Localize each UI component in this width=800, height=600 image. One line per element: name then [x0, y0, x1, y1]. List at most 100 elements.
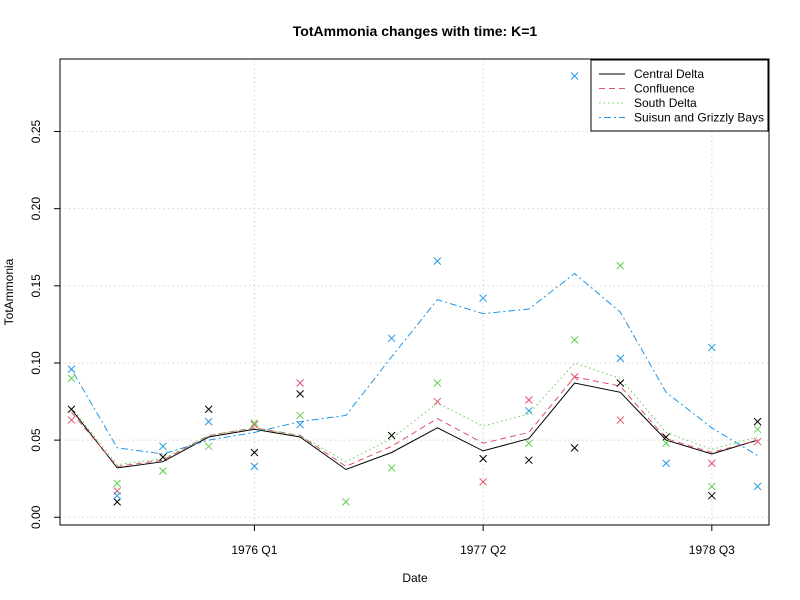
- data-point-stroke: [479, 477, 487, 486]
- data-point: [616, 354, 625, 363]
- data-point-stroke: [433, 257, 442, 265]
- series-line: [71, 382, 758, 471]
- y-tick-label: 0.25: [29, 120, 43, 144]
- data-point-stroke: [113, 498, 122, 506]
- data-point: [433, 257, 442, 265]
- data-point: [570, 373, 579, 381]
- data-point-stroke: [67, 405, 76, 414]
- y-tick-label: 0.15: [29, 274, 43, 298]
- series-line: [70, 272, 758, 457]
- data-point-stroke: [662, 439, 670, 448]
- data-point-stroke: [204, 405, 213, 414]
- data-point: [204, 405, 213, 414]
- data-point: [707, 459, 716, 468]
- data-point: [296, 411, 304, 420]
- legend-label: South Delta: [634, 96, 697, 110]
- data-point: [159, 467, 167, 475]
- data-point-stroke: [479, 294, 487, 303]
- data-point-stroke: [387, 334, 396, 343]
- data-point-stroke: [250, 448, 259, 457]
- data-point: [387, 464, 396, 472]
- legend-box: [590, 59, 769, 132]
- data-point-stroke: [159, 442, 167, 451]
- data-point-stroke: [707, 343, 716, 352]
- data-point-stroke: [616, 354, 625, 363]
- data-point: [525, 406, 533, 415]
- y-tick-label: 0.20: [29, 197, 43, 221]
- data-point-stroke: [159, 467, 167, 475]
- legend-label: Suisun and Grizzly Bays: [634, 111, 764, 125]
- y-axis: 0.00 0.05 0.10 0.15 0.20 0.25: [29, 120, 60, 529]
- y-tick-label: 0.00: [29, 505, 43, 529]
- x-tick-label: 1978 Q3: [689, 543, 735, 557]
- data-point-stroke: [570, 373, 579, 381]
- data-point: [707, 482, 716, 491]
- data-point-stroke: [296, 411, 304, 420]
- x-tick-label: 1976 Q1: [231, 543, 277, 557]
- data-point: [753, 482, 762, 491]
- data-point: [204, 417, 213, 426]
- data-point: [616, 379, 625, 387]
- series-points: [67, 72, 762, 506]
- data-point-stroke: [204, 417, 213, 426]
- data-point: [570, 72, 579, 80]
- data-point-stroke: [296, 379, 304, 387]
- data-point-stroke: [296, 420, 304, 429]
- data-point: [479, 454, 487, 463]
- data-point: [250, 448, 259, 457]
- data-point-stroke: [433, 397, 442, 406]
- data-point: [570, 335, 579, 344]
- data-point-stroke: [159, 453, 167, 461]
- y-axis-label: TotAmmonia: [2, 258, 16, 325]
- data-point: [525, 396, 533, 404]
- data-point: [570, 443, 579, 452]
- data-point-stroke: [616, 416, 625, 424]
- data-point: [159, 453, 167, 461]
- data-point: [616, 416, 625, 424]
- data-point: [67, 416, 76, 424]
- grid: [60, 59, 769, 525]
- data-point-stroke: [753, 482, 762, 491]
- data-point-stroke: [525, 406, 533, 415]
- data-point: [433, 379, 442, 387]
- series-lines: [70, 272, 758, 471]
- data-point: [479, 477, 487, 486]
- data-point-stroke: [662, 433, 670, 441]
- data-point-stroke: [662, 459, 670, 468]
- plot-frame: [59, 58, 770, 526]
- data-point-stroke: [250, 462, 259, 471]
- data-point: [296, 379, 304, 387]
- data-point: [753, 425, 762, 434]
- data-point-stroke: [479, 454, 487, 463]
- data-point-stroke: [570, 443, 579, 452]
- data-point: [479, 294, 487, 303]
- y-tick-label: 0.10: [29, 351, 43, 375]
- legend-label: Confluence: [634, 82, 695, 96]
- data-point-stroke: [570, 335, 579, 344]
- data-point: [296, 389, 304, 398]
- data-point-stroke: [525, 439, 533, 448]
- chart-title: TotAmmonia changes with time: K=1: [293, 23, 538, 39]
- data-point-stroke: [296, 389, 304, 398]
- y-tick-label: 0.05: [29, 428, 43, 452]
- x-axis-label: Date: [402, 571, 428, 585]
- data-point-stroke: [616, 261, 625, 270]
- data-point: [616, 261, 625, 270]
- data-point: [67, 374, 76, 383]
- data-point: [250, 420, 259, 429]
- data-point-stroke: [707, 459, 716, 468]
- data-point: [250, 462, 259, 471]
- series-line: [71, 376, 758, 467]
- data-point-stroke: [387, 431, 396, 440]
- data-point: [662, 459, 670, 468]
- x-tick-label: 1977 Q2: [460, 543, 506, 557]
- data-point: [342, 498, 350, 506]
- data-point-stroke: [707, 482, 716, 491]
- data-point-stroke: [113, 491, 122, 500]
- data-point-stroke: [433, 379, 442, 387]
- data-point: [525, 439, 533, 448]
- data-point: [204, 442, 213, 451]
- data-point-stroke: [616, 379, 625, 387]
- data-point-stroke: [707, 491, 716, 500]
